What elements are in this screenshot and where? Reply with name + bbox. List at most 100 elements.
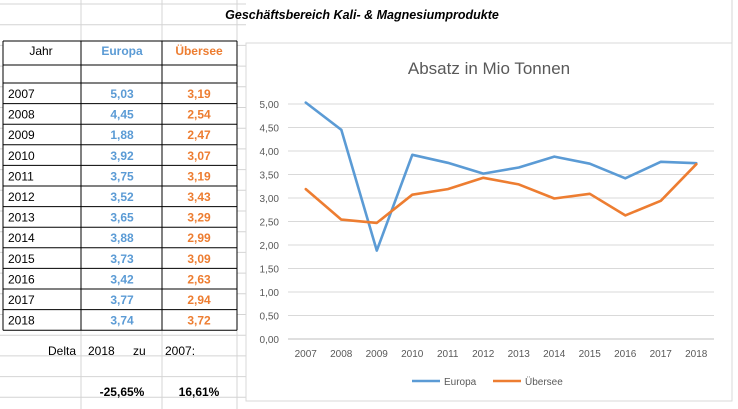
data-table-borders — [2, 40, 238, 331]
sheet-title: Geschäftsbereich Kali- & Magnesiumproduk… — [225, 8, 499, 22]
row-europa-value: 3,52 — [110, 190, 134, 204]
row-uebersee-value: 3,19 — [187, 87, 211, 101]
table-row: 2015 3,73 3,09 — [8, 252, 211, 266]
row-europa-value: 3,42 — [110, 272, 134, 286]
row-uebersee-value: 3,72 — [187, 314, 211, 328]
row-europa-value: 3,75 — [110, 169, 134, 183]
row-europa-value: 1,88 — [110, 128, 134, 142]
x-tick-label: 2018 — [685, 349, 708, 360]
x-tick-label: 2012 — [472, 349, 495, 360]
col-europa-header: Europa — [101, 44, 143, 58]
legend-label: Europa — [444, 377, 477, 388]
delta-uebersee: 16,61% — [179, 385, 220, 399]
legend-item[interactable]: Übersee — [493, 376, 563, 388]
legend-item[interactable]: Europa — [412, 377, 477, 388]
row-year: 2011 — [8, 169, 34, 183]
row-uebersee-value: 3,09 — [187, 252, 211, 266]
row-uebersee-value: 2,99 — [187, 231, 211, 245]
y-tick-label: 4,50 — [260, 124, 280, 135]
table-row: 2017 3,77 2,94 — [8, 293, 211, 307]
table-row: 2009 1,88 2,47 — [8, 128, 211, 142]
delta-to-year: 2007: — [165, 344, 195, 358]
row-uebersee-value: 3,07 — [187, 149, 211, 163]
y-tick-label: 1,50 — [260, 265, 280, 276]
x-axis-tick-labels: 2007 2008 2009 2010 2011 2012 2013 2014 2015 2016… — [295, 349, 708, 360]
y-axis-tick-labels: 0,00 0,50 1,00 1,50 2,00 2,50 3,00 3,50 4,00 4,50… — [260, 100, 280, 346]
row-year: 2016 — [8, 272, 35, 286]
row-uebersee-value: 2,63 — [187, 272, 211, 286]
chart-legend: Europa Übersee — [412, 376, 563, 388]
x-tick-label: 2017 — [650, 349, 673, 360]
table-row: 2007 5,03 3,19 — [8, 87, 211, 101]
row-year: 2013 — [8, 211, 35, 225]
y-tick-label: 2,50 — [260, 218, 280, 229]
chart-title: Absatz in Mio Tonnen — [408, 59, 570, 78]
y-tick-label: 3,50 — [260, 171, 280, 182]
row-europa-value: 3,65 — [110, 211, 134, 225]
y-tick-label: 4,00 — [260, 147, 280, 158]
row-year: 2018 — [8, 314, 35, 328]
delta-zu: zu — [133, 344, 146, 358]
row-year: 2009 — [8, 128, 35, 142]
row-year: 2015 — [8, 252, 35, 266]
x-tick-label: 2011 — [437, 349, 459, 360]
legend-label: Übersee — [525, 376, 563, 388]
y-tick-label: 0,50 — [260, 312, 280, 323]
series-line-uebersee[interactable] — [304, 162, 698, 225]
x-tick-label: 2015 — [579, 349, 602, 360]
data-table-header: Jahr Europa Übersee — [29, 43, 223, 58]
data-table-rows: 2007 5,03 3,19 2008 4,45 2,54 2009 1,88 2,47 2010… — [8, 87, 211, 328]
x-tick-label: 2014 — [543, 349, 566, 360]
row-year: 2007 — [8, 87, 35, 101]
row-uebersee-value: 2,94 — [187, 293, 211, 307]
row-europa-value: 3,74 — [110, 314, 134, 328]
row-year: 2017 — [8, 293, 35, 307]
table-row: 2013 3,65 3,29 — [8, 211, 211, 225]
col-uebersee-header: Übersee — [175, 43, 223, 58]
x-tick-label: 2008 — [330, 349, 353, 360]
delta-from-year: 2018 — [88, 344, 115, 358]
table-row: 2010 3,92 3,07 — [8, 149, 211, 163]
row-uebersee-value: 2,47 — [187, 128, 211, 142]
row-uebersee-value: 3,19 — [187, 169, 211, 183]
y-tick-label: 0,00 — [260, 335, 280, 346]
row-europa-value: 3,92 — [110, 149, 134, 163]
row-europa-value: 4,45 — [110, 108, 134, 122]
delta-label: Delta — [48, 344, 76, 358]
row-uebersee-value: 3,29 — [187, 211, 211, 225]
row-europa-value: 3,73 — [110, 252, 134, 266]
row-year: 2012 — [8, 190, 35, 204]
table-row: 2008 4,45 2,54 — [8, 108, 211, 122]
line-chart[interactable]: Absatz in Mio Tonnen 0,00 0,50 1,00 1,50 2,0… — [245, 42, 733, 402]
col-year-header: Jahr — [29, 44, 52, 58]
x-tick-label: 2009 — [366, 349, 389, 360]
series-line-europa[interactable] — [304, 101, 698, 252]
chart-series — [304, 101, 698, 252]
row-europa-value: 5,03 — [110, 87, 134, 101]
delta-europa: -25,65% — [100, 385, 145, 399]
row-uebersee-value: 2,54 — [187, 108, 211, 122]
table-row: 2018 3,74 3,72 — [8, 314, 211, 328]
row-year: 2014 — [8, 231, 35, 245]
row-europa-value: 3,88 — [110, 231, 134, 245]
delta-row: Delta 2018 zu 2007: — [48, 344, 195, 358]
y-tick-label: 3,00 — [260, 194, 280, 205]
row-year: 2008 — [8, 108, 35, 122]
x-tick-label: 2013 — [508, 349, 531, 360]
y-tick-label: 1,00 — [260, 288, 280, 299]
y-tick-label: 2,00 — [260, 241, 280, 252]
chart-gridlines — [288, 103, 714, 340]
x-tick-label: 2007 — [295, 349, 318, 360]
table-row: 2012 3,52 3,43 — [8, 190, 211, 204]
y-tick-label: 5,00 — [260, 100, 280, 111]
x-tick-label: 2010 — [401, 349, 424, 360]
table-row: 2011 3,75 3,19 — [8, 169, 211, 183]
x-tick-label: 2016 — [614, 349, 637, 360]
table-row: 2016 3,42 2,63 — [8, 272, 211, 286]
row-year: 2010 — [8, 149, 35, 163]
row-europa-value: 3,77 — [110, 293, 134, 307]
table-row: 2014 3,88 2,99 — [8, 231, 211, 245]
row-uebersee-value: 3,43 — [187, 190, 211, 204]
delta-values: -25,65% 16,61% — [100, 385, 220, 399]
